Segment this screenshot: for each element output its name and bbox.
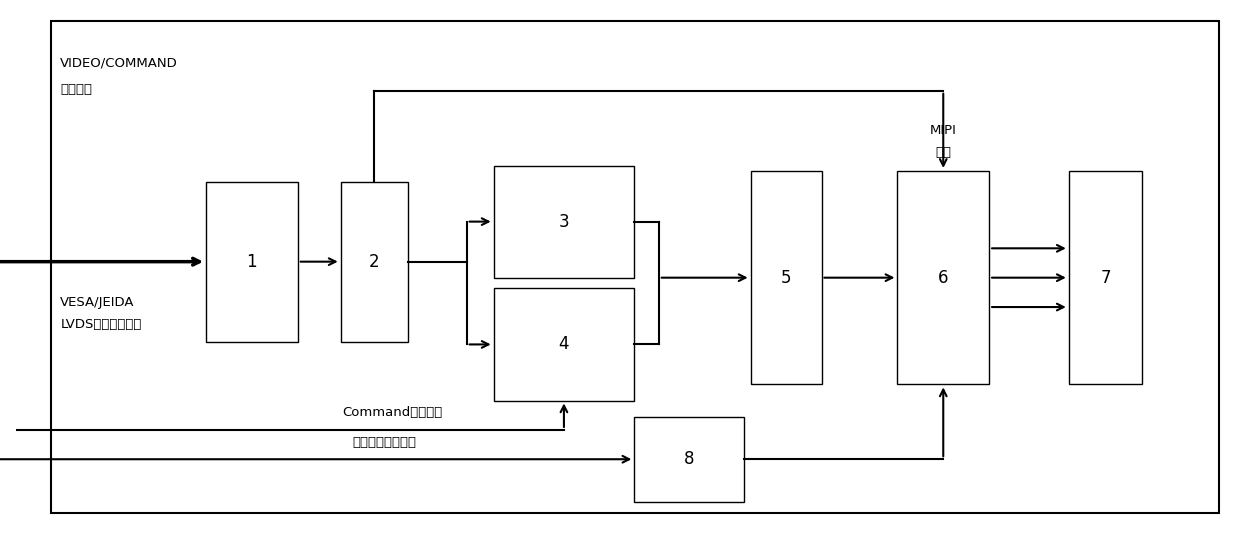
Text: 接口: 接口 xyxy=(935,146,951,159)
Text: 8: 8 xyxy=(684,450,694,468)
Bar xyxy=(494,288,635,400)
Text: 6: 6 xyxy=(937,269,949,287)
Bar xyxy=(750,171,822,384)
Bar xyxy=(1069,171,1142,384)
Text: Command控制接口: Command控制接口 xyxy=(342,406,443,419)
Text: 开关接口: 开关接口 xyxy=(61,83,93,96)
Bar xyxy=(206,182,298,342)
Bar xyxy=(341,182,408,342)
Text: 7: 7 xyxy=(1100,269,1111,287)
Text: LVDS视频信号接口: LVDS视频信号接口 xyxy=(61,318,141,331)
Text: 2: 2 xyxy=(370,253,379,271)
Text: 4: 4 xyxy=(559,335,569,354)
Bar xyxy=(898,171,990,384)
Text: 3: 3 xyxy=(558,213,569,231)
Text: 上层指令输入接口: 上层指令输入接口 xyxy=(352,436,417,449)
Bar xyxy=(494,166,635,278)
Text: VIDEO/COMMAND: VIDEO/COMMAND xyxy=(61,56,179,69)
Bar xyxy=(635,417,744,502)
Text: 5: 5 xyxy=(781,269,791,287)
Text: 1: 1 xyxy=(247,253,257,271)
Text: MIPI: MIPI xyxy=(930,124,957,137)
Text: VESA/JEIDA: VESA/JEIDA xyxy=(61,296,135,309)
